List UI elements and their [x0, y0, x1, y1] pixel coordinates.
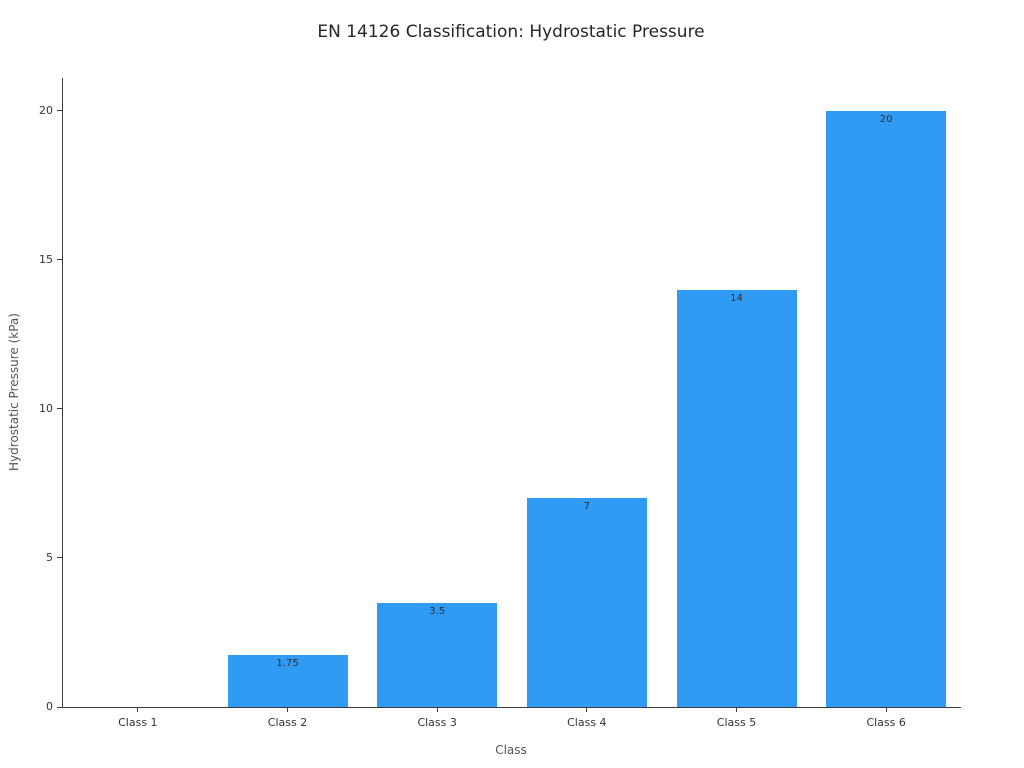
y-axis-title: Hydrostatic Pressure (kPa)	[7, 313, 21, 471]
bar: 7	[526, 498, 647, 707]
y-tick-mark	[57, 110, 63, 112]
x-tick-label: Class 3	[417, 716, 457, 729]
y-tick-label: 5	[46, 550, 53, 564]
x-tick-label: Class 1	[118, 716, 158, 729]
y-tick-mark	[57, 259, 63, 261]
bar-value-label: 20	[879, 113, 893, 125]
x-tick-mark	[885, 707, 887, 712]
x-tick-label: Class 6	[866, 716, 906, 729]
chart-title: EN 14126 Classification: Hydrostatic Pre…	[317, 22, 705, 42]
bar: 20	[826, 110, 947, 707]
y-tick-mark	[57, 706, 63, 708]
bar: 1.75	[227, 654, 348, 707]
bar-value-label: 7	[583, 501, 591, 513]
y-tick-mark	[57, 557, 63, 559]
x-tick-label: Class 5	[716, 716, 757, 729]
x-axis-title: Class	[495, 743, 527, 757]
bar: 14	[676, 289, 797, 707]
plot-area: 0 5 10 15 20 Class 1 1.75 Class 2 3.5 Class 3 7 Cla…	[39, 78, 961, 729]
bar-value-label: 14	[730, 292, 743, 304]
x-tick-label: Class 2	[267, 716, 308, 729]
bar-value-label: 1.75	[276, 657, 299, 669]
x-tick-mark	[586, 707, 588, 712]
bar: 3.5	[377, 602, 498, 707]
bar-value-label: 3.5	[429, 605, 446, 617]
x-tick-mark	[736, 707, 737, 712]
x-tick-mark	[287, 707, 288, 712]
x-tick-mark	[436, 707, 438, 712]
y-tick-label: 20	[39, 103, 53, 117]
y-tick-label: 15	[39, 252, 53, 266]
y-tick-mark	[57, 408, 63, 410]
y-tick-label: 0	[46, 700, 53, 713]
y-tick-label: 10	[39, 401, 53, 415]
x-tick-label: Class 4	[567, 716, 607, 729]
x-tick-mark	[137, 707, 139, 712]
